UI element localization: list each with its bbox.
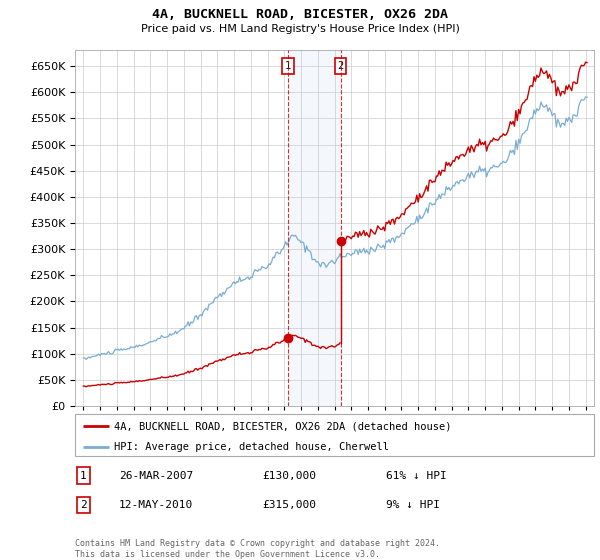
- Text: 4A, BUCKNELL ROAD, BICESTER, OX26 2DA: 4A, BUCKNELL ROAD, BICESTER, OX26 2DA: [152, 8, 448, 21]
- Text: £130,000: £130,000: [262, 470, 316, 480]
- Text: 2: 2: [338, 61, 344, 71]
- Text: HPI: Average price, detached house, Cherwell: HPI: Average price, detached house, Cher…: [114, 442, 389, 452]
- Text: 61% ↓ HPI: 61% ↓ HPI: [386, 470, 447, 480]
- Text: £315,000: £315,000: [262, 500, 316, 510]
- Bar: [288, 50, 341, 406]
- Text: 26-MAR-2007: 26-MAR-2007: [119, 470, 193, 480]
- Text: Price paid vs. HM Land Registry's House Price Index (HPI): Price paid vs. HM Land Registry's House …: [140, 24, 460, 34]
- Text: Contains HM Land Registry data © Crown copyright and database right 2024.
This d: Contains HM Land Registry data © Crown c…: [75, 539, 440, 559]
- Text: 4A, BUCKNELL ROAD, BICESTER, OX26 2DA (detached house): 4A, BUCKNELL ROAD, BICESTER, OX26 2DA (d…: [114, 421, 451, 431]
- FancyBboxPatch shape: [75, 414, 594, 456]
- Text: 1: 1: [80, 470, 87, 480]
- Text: 12-MAY-2010: 12-MAY-2010: [119, 500, 193, 510]
- Text: 2: 2: [80, 500, 87, 510]
- Text: 1: 1: [285, 61, 291, 71]
- Text: 9% ↓ HPI: 9% ↓ HPI: [386, 500, 440, 510]
